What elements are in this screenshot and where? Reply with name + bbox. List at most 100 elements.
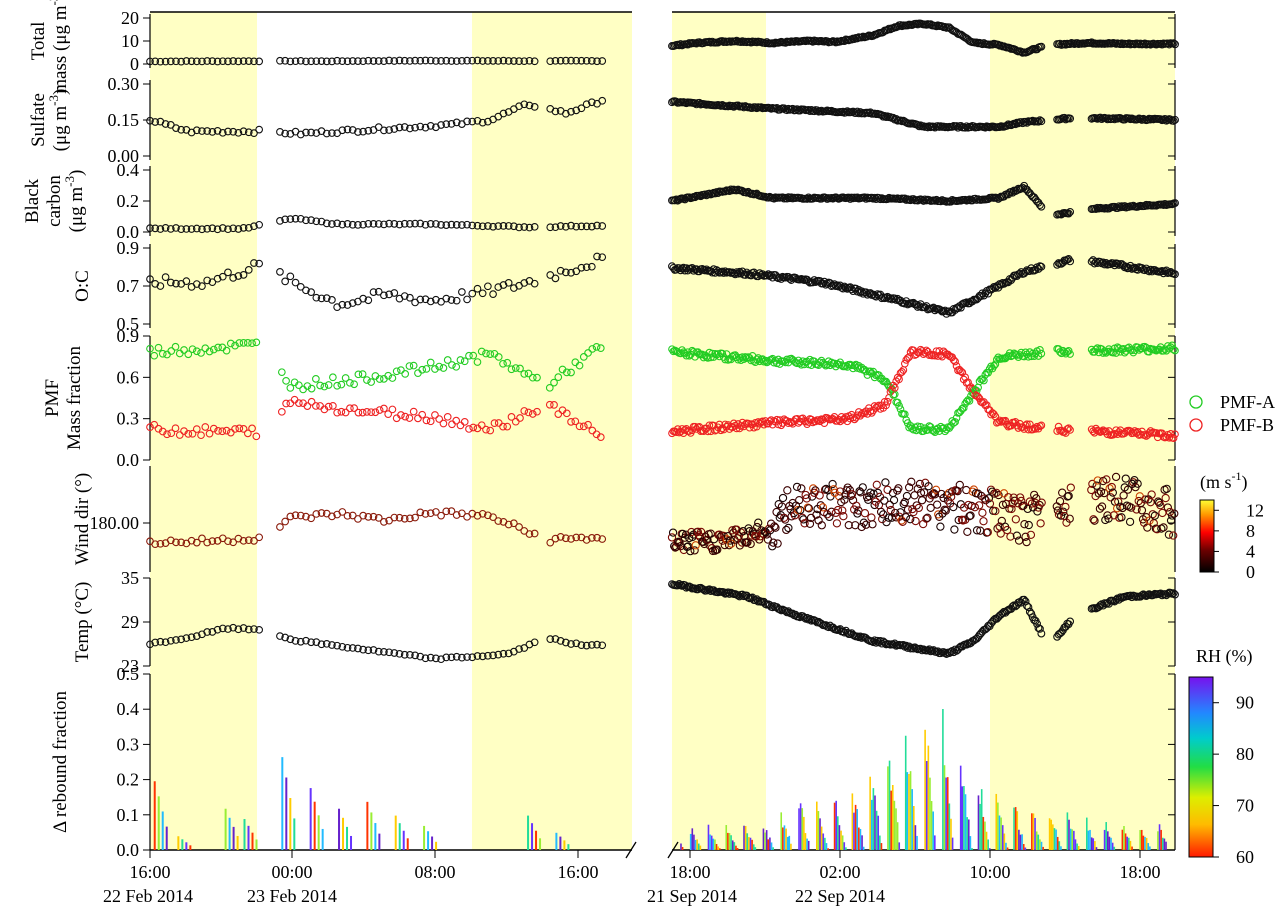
oc-point [530, 279, 539, 288]
wind-point [802, 494, 811, 503]
wind-point [838, 506, 847, 515]
temp-point [458, 653, 466, 662]
mass-point [255, 57, 264, 66]
pmf-b-point [252, 432, 261, 441]
series-oc [146, 252, 1179, 318]
mass-point [850, 35, 859, 43]
wind-point [1003, 525, 1012, 535]
mass-point [317, 57, 326, 65]
wind-point [1170, 509, 1179, 518]
oc-point [598, 253, 607, 262]
oc-point [296, 282, 305, 291]
bc-point [166, 225, 175, 233]
oc-point [328, 296, 336, 304]
pmf-a-point [443, 356, 452, 364]
oc-point [317, 294, 326, 303]
wind-point [809, 484, 818, 493]
pmf-b-point [337, 407, 346, 416]
bc-point [670, 196, 679, 205]
bc-point [705, 189, 714, 198]
oc-point [680, 266, 689, 275]
wind-point [1119, 491, 1128, 500]
x-date-left-0: 22 Feb 2014 [103, 886, 193, 906]
series-pmf [146, 338, 1179, 442]
rh-scale-tick-label-0: 60 [1236, 847, 1254, 867]
bc-point [593, 221, 601, 230]
ylabel-bc: Black carbon (μg m-3) [22, 170, 87, 233]
pmf-a-point [482, 349, 490, 358]
legend-pmf-a-label: PMF-A [1220, 392, 1275, 412]
y-axis-ticks: 010200.000.150.300.00.20.40.50.70.90.00.… [90, 8, 1175, 860]
ylabel-wind: Wind dir (°) [72, 473, 93, 565]
pmf-a-point [1100, 347, 1109, 356]
ytick-label-oc-0: 0.5 [117, 314, 140, 334]
sulfate-point [406, 124, 414, 133]
mass-point [504, 57, 513, 65]
bc-point [803, 194, 812, 203]
bc-point [234, 225, 243, 233]
pmf-b-point [248, 424, 256, 433]
oc-point [166, 278, 175, 287]
oc-point [156, 282, 165, 290]
pmf-a-point [303, 382, 312, 390]
bc-point [489, 222, 497, 231]
wind-point [1023, 504, 1032, 514]
mass-point [161, 57, 170, 66]
sulfate-point [322, 129, 331, 138]
temp-point [161, 638, 170, 647]
wind-point [1036, 519, 1045, 528]
mass-point [406, 57, 414, 65]
wind-point [966, 511, 975, 520]
wind-point [779, 513, 789, 522]
sulfate-point [172, 124, 180, 132]
pmf-b-point [150, 420, 159, 429]
mass-point [857, 33, 866, 42]
wind-point [1123, 485, 1133, 494]
pmf-b-point [584, 420, 592, 429]
mass-point [390, 57, 399, 65]
wind-point [1058, 488, 1067, 497]
temp-point [166, 636, 175, 645]
sulfate-point [598, 96, 607, 105]
pmf-b-point [405, 414, 414, 422]
sulfate-point [442, 120, 451, 129]
pmf-a-point [554, 373, 563, 381]
oc-point [447, 296, 456, 304]
sulfate-point [229, 127, 238, 136]
pmf-b-point [554, 410, 563, 418]
oc-point [1099, 258, 1108, 267]
pmf-b-point [951, 357, 959, 366]
oc-point [1066, 257, 1075, 266]
wind-point [963, 527, 972, 536]
oc-point [421, 295, 430, 304]
ytick-label-rebound-0: 0.0 [117, 840, 140, 860]
oc-point [364, 296, 373, 305]
wind-speed-scale-label: (m s-1) [1200, 469, 1248, 493]
temp-point [546, 635, 555, 643]
ylabel-sulfate: Sulfate (μg m-3) [28, 89, 71, 152]
oc-point [432, 295, 440, 304]
wind-point [984, 494, 994, 503]
oc-point [478, 289, 487, 298]
wind-point [239, 536, 248, 545]
bc-point [359, 220, 367, 229]
wind-point [996, 529, 1005, 538]
temp-point [489, 651, 497, 660]
wind-point [317, 509, 326, 517]
sulfate-point [995, 123, 1004, 132]
wind-point [593, 533, 601, 542]
oc-point [198, 282, 206, 290]
ytick-label-bc-2: 0.4 [117, 160, 140, 180]
wind-point [1106, 493, 1115, 502]
temp-point [411, 651, 419, 660]
oc-point [452, 296, 461, 305]
ytick-label-pmf-3: 0.9 [117, 326, 140, 346]
sulfate-point [359, 127, 367, 136]
pmf-a-point [397, 366, 405, 374]
mass-point [213, 57, 222, 66]
pmf-legend: PMF-A PMF-B [1189, 392, 1275, 435]
pmf-b-point [277, 407, 286, 416]
oc-point [213, 274, 222, 283]
wind-point [437, 511, 445, 520]
